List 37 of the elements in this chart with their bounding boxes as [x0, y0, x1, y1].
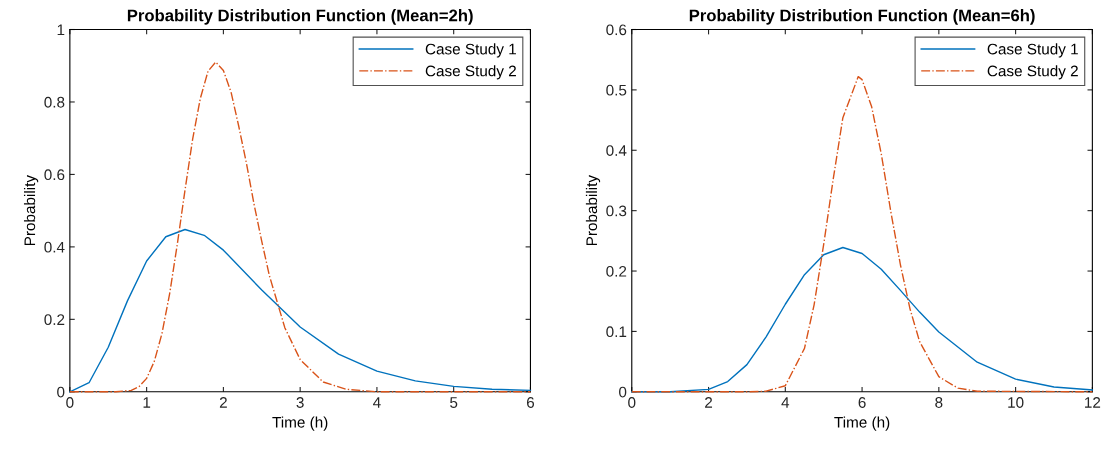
x-tick-label: 12	[1085, 397, 1101, 408]
y-tick-label: 0.3	[606, 205, 627, 217]
y-tick-label: 0.2	[44, 314, 65, 326]
x-tick-label: 2	[705, 397, 713, 408]
x-tick-label: 0	[66, 397, 74, 408]
x-tick-label: 5	[450, 397, 458, 408]
y-tick-label: 0	[57, 386, 65, 398]
y-tick-label: 0.4	[606, 145, 627, 156]
legend-label: Case Study 2	[987, 65, 1078, 80]
legend-label: Case Study 1	[987, 43, 1078, 58]
x-tick-label: 10	[1008, 397, 1024, 408]
x-tick-label: 6	[858, 397, 866, 408]
chart-title: Probability Distribution Function (Mean=6h)	[689, 9, 1035, 25]
x-axis-title: Time (h)	[834, 416, 890, 431]
x-tick-label: 4	[781, 397, 790, 408]
y-tick-label: 0.4	[44, 241, 65, 253]
y-tick-label: 0.6	[606, 24, 627, 36]
y-axis-title: Probability	[585, 175, 601, 246]
y-tick-label: 0.2	[606, 265, 627, 277]
y-tick-label: 0.6	[44, 169, 65, 181]
y-tick-label: 0.8	[44, 96, 65, 108]
x-tick-label: 6	[526, 397, 535, 408]
y-axis-title: Probability	[23, 175, 39, 246]
x-tick-label: 4	[373, 397, 381, 408]
y-tick-label: 1	[57, 24, 65, 36]
legend-label: Case Study 2	[425, 65, 516, 80]
y-tick-label: 0	[619, 386, 627, 398]
y-tick-label: 0.5	[606, 84, 627, 96]
y-tick-label: 0.1	[606, 326, 627, 338]
legend-label: Case Study 1	[425, 43, 516, 58]
x-axis-title: Time (h)	[272, 416, 328, 431]
chart-title: Probability Distribution Function (Mean=2h)	[127, 9, 473, 25]
x-tick-label: 0	[628, 397, 636, 408]
x-tick-label: 2	[219, 397, 227, 408]
x-tick-label: 3	[296, 397, 304, 408]
x-tick-label: 8	[935, 397, 943, 408]
x-tick-label: 1	[143, 397, 151, 408]
